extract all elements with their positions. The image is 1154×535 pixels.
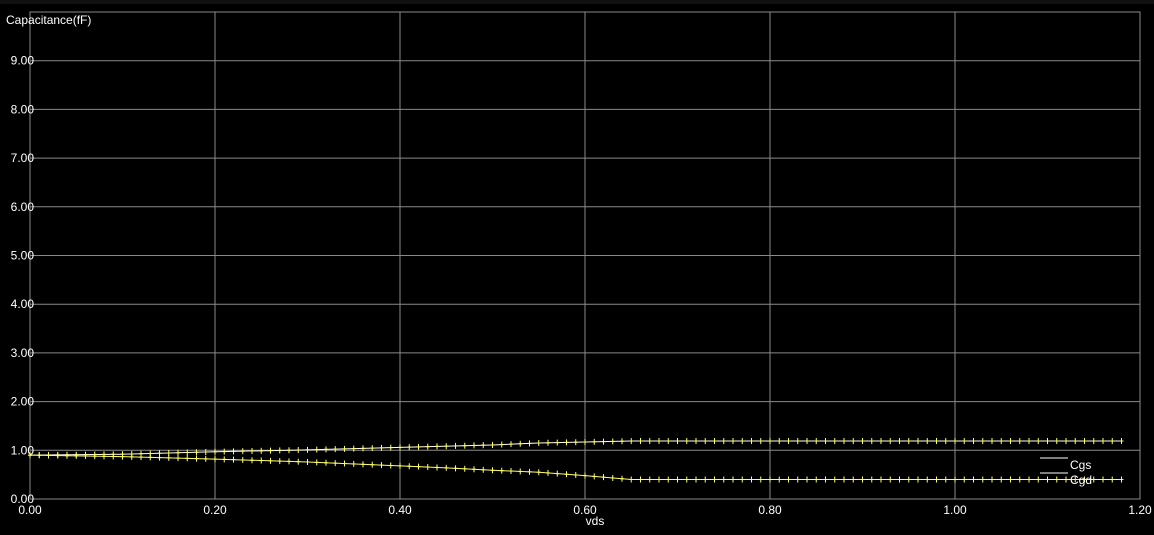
y-tick-label: 3.00 [11,346,35,360]
x-tick-label: 0.80 [758,503,782,517]
y-tick-label: 8.00 [11,102,35,116]
x-tick-label: 0.40 [388,503,412,517]
legend-label-cgs: Cgs [1070,458,1091,472]
x-axis-label: vds [586,514,605,528]
y-tick-label: 9.00 [11,54,35,68]
y-tick-label: 0.00 [11,492,35,506]
axis-layer: 0.00 0.20 0.40 0.60 0.80 1.00 1.20 0.00 1.00 2.00… [11,54,1152,517]
y-tick-label: 6.00 [11,200,35,214]
y-axis-label: Capacitance(fF) [6,13,91,27]
window-top-strip [0,0,1154,4]
legend-label-cgd: Cgd [1070,473,1092,487]
x-tick-label: 1.20 [1128,503,1152,517]
x-tick-label: 1.00 [943,503,967,517]
x-tick-label: 0.20 [203,503,227,517]
y-tick-label: 4.00 [11,297,35,311]
grid-layer [29,11,1141,500]
series-layer [28,438,1124,483]
x-tick-label: 0.60 [573,503,597,517]
y-tick-label: 1.00 [11,443,35,457]
series-markers-cgd [28,452,1124,483]
y-tick-label: 2.00 [11,395,35,409]
y-tick-label: 7.00 [11,151,35,165]
x-tick-label: 0.00 [18,503,42,517]
y-tick-label: 5.00 [11,249,35,263]
